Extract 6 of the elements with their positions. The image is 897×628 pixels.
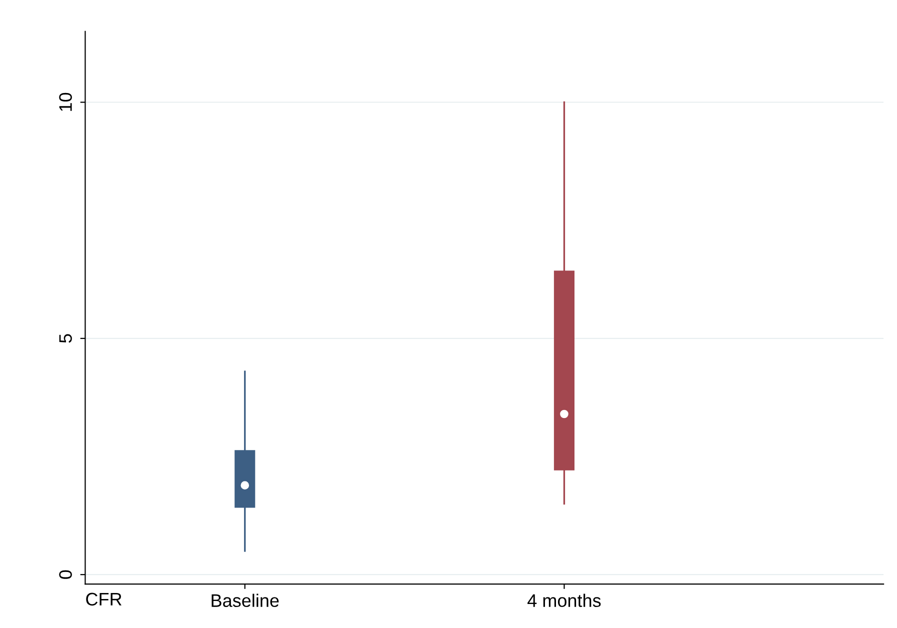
x-tick-label: 4 months (527, 594, 601, 608)
x-tick-label: Baseline (212, 594, 279, 608)
y-tick-label: 0 (59, 570, 72, 579)
y-tick-label: 10 (59, 92, 72, 111)
y-tick-label: 5 (59, 334, 72, 343)
x-axis-title: CFR (86, 592, 122, 606)
